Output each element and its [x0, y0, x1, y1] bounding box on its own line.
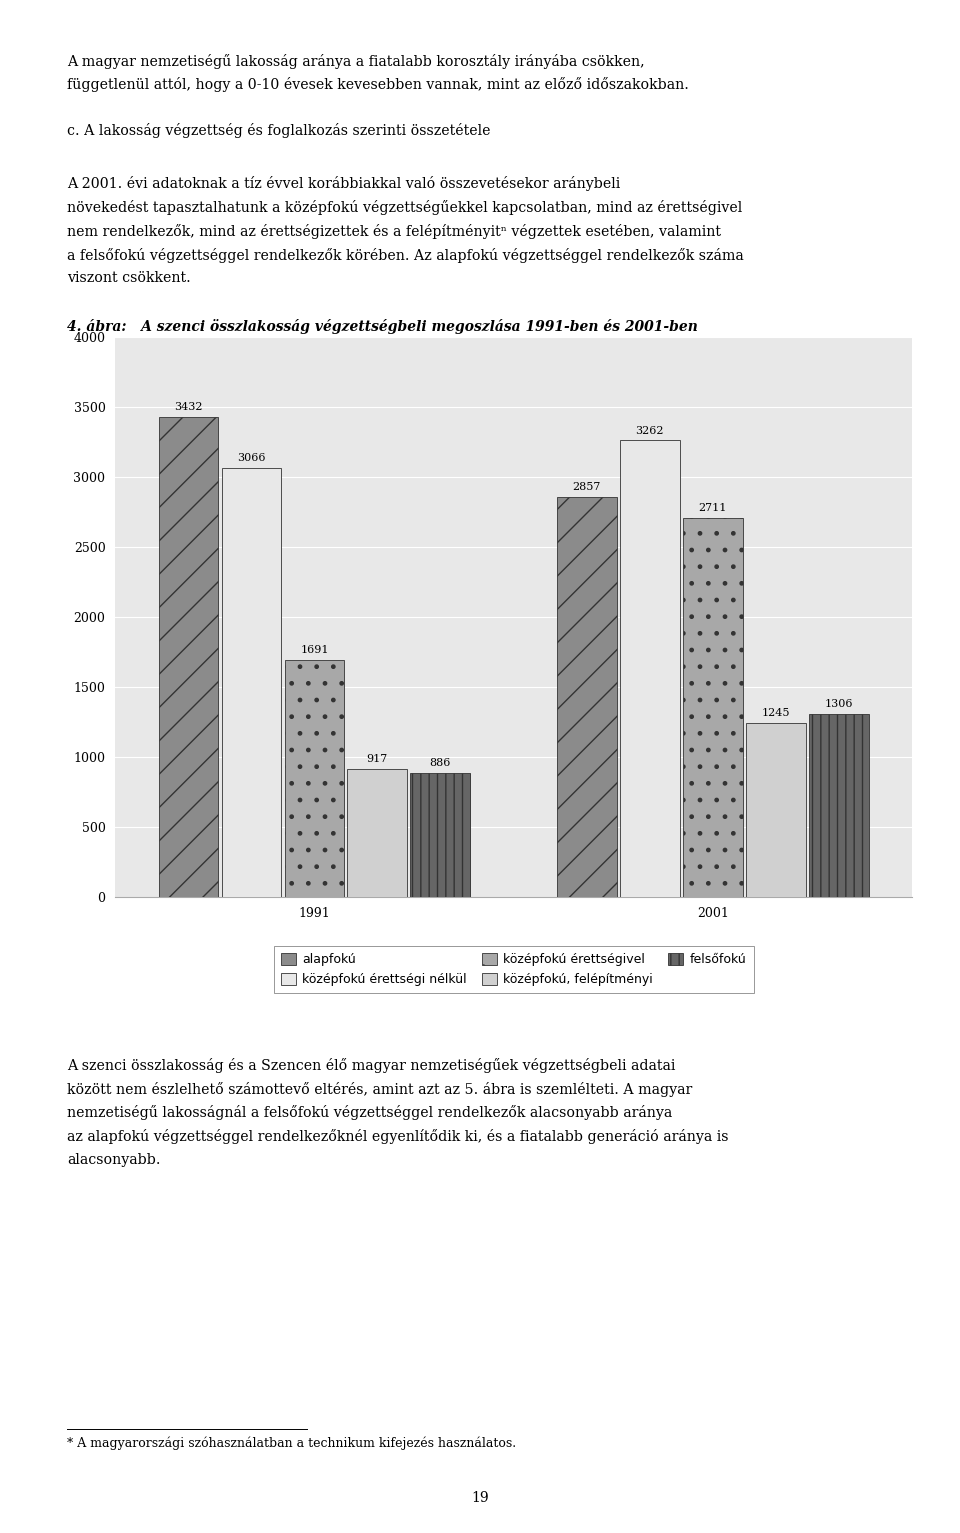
Text: 3066: 3066 [237, 454, 266, 463]
Bar [746, 722, 805, 897]
Text: 2711: 2711 [699, 503, 727, 512]
Text: nem rendelkezők, mind az érettségizettek és a felépítményitⁿ végzettek esetében,: nem rendelkezők, mind az érettségizettek… [67, 224, 721, 239]
Bar [158, 417, 218, 897]
Text: A szenci összlakosság és a Szencen élő magyar nemzetiségűek végzettségbeli adata: A szenci összlakosság és a Szencen élő m… [67, 1058, 676, 1073]
Text: 1691: 1691 [300, 645, 328, 656]
Bar [683, 518, 743, 897]
Text: 917: 917 [367, 754, 388, 763]
Text: 886: 886 [430, 757, 451, 768]
Bar [411, 773, 470, 897]
Text: között nem észlelhető számottevő eltérés, amint azt az 5. ábra is szemlélteti. A: között nem észlelhető számottevő eltérés… [67, 1082, 692, 1096]
Text: 19: 19 [471, 1492, 489, 1505]
Bar [348, 768, 407, 897]
Text: A magyar nemzetiségű lakosság aránya a fiatalabb korosztály irányába csökken,: A magyar nemzetiségű lakosság aránya a f… [67, 54, 645, 69]
Text: 2857: 2857 [573, 483, 601, 492]
Text: 1245: 1245 [761, 708, 790, 717]
Text: c. A lakosság végzettség és foglalkozás szerinti összetétele: c. A lakosság végzettség és foglalkozás … [67, 123, 491, 138]
Bar [809, 714, 869, 897]
Text: alacsonyabb.: alacsonyabb. [67, 1153, 160, 1167]
Text: A 2001. évi adatoknak a tíz évvel korábbiakkal való összevetésekor aránybeli: A 2001. évi adatoknak a tíz évvel korább… [67, 176, 620, 192]
Text: növekedést tapasztalhatunk a középfokú végzettségűekkel kapcsolatban, mind az ér: növekedést tapasztalhatunk a középfokú v… [67, 199, 742, 215]
Legend: alapfokú, középfokú érettségi nélkül, középfokú érettségivel, középfokú, felépít: alapfokú, középfokú érettségi nélkül, kö… [274, 946, 754, 993]
Bar [222, 468, 281, 897]
Text: az alapfokú végzettséggel rendelkezőknél egyenlítődik ki, és a fiatalabb generác: az alapfokú végzettséggel rendelkezőknél… [67, 1128, 729, 1144]
Bar [557, 497, 616, 897]
Text: a felsőfokú végzettséggel rendelkezők körében. Az alapfokú végzettséggel rendelk: a felsőfokú végzettséggel rendelkezők kö… [67, 248, 744, 262]
Bar [284, 661, 345, 897]
Text: 1306: 1306 [825, 699, 852, 710]
Text: 3262: 3262 [636, 426, 664, 435]
Text: 3432: 3432 [175, 402, 203, 412]
Text: * A magyarországi szóhasználatban a technikum kifejezés használatos.: * A magyarországi szóhasználatban a tech… [67, 1436, 516, 1450]
Text: függetlenül attól, hogy a 0-10 évesek kevesebben vannak, mint az előző időszakok: függetlenül attól, hogy a 0-10 évesek ke… [67, 77, 689, 92]
Text: nemzetiségű lakosságnál a felsőfokú végzettséggel rendelkezők alacsonyabb aránya: nemzetiségű lakosságnál a felsőfokú végz… [67, 1105, 672, 1121]
Text: viszont csökkent.: viszont csökkent. [67, 271, 191, 285]
Text: 4. ábra:   A szenci összlakosság végzettségbeli megoszlása 1991-ben és 2001-ben: 4. ábra: A szenci összlakosság végzettsé… [67, 319, 698, 334]
Bar [620, 440, 680, 897]
